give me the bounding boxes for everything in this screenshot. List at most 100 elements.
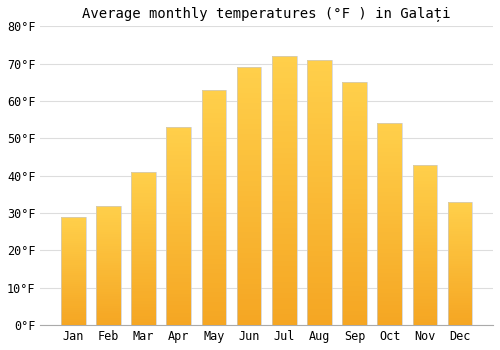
- Bar: [448, 283, 472, 286]
- Bar: [272, 266, 296, 271]
- Bar: [131, 322, 156, 325]
- Bar: [96, 301, 120, 304]
- Bar: [412, 261, 438, 264]
- Bar: [448, 273, 472, 276]
- Bar: [448, 256, 472, 259]
- Bar: [237, 181, 262, 186]
- Bar: [237, 274, 262, 279]
- Bar: [166, 139, 191, 143]
- Bar: [166, 198, 191, 202]
- Bar: [202, 184, 226, 189]
- Bar: [272, 159, 296, 164]
- Bar: [96, 287, 120, 289]
- Bar: [202, 250, 226, 254]
- Bar: [166, 163, 191, 167]
- Bar: [202, 292, 226, 297]
- Bar: [342, 189, 367, 194]
- Bar: [448, 308, 472, 310]
- Bar: [61, 297, 86, 299]
- Bar: [166, 178, 191, 183]
- Bar: [342, 111, 367, 116]
- Bar: [342, 194, 367, 199]
- Bar: [61, 282, 86, 284]
- Bar: [412, 280, 438, 284]
- Bar: [272, 99, 296, 105]
- Bar: [237, 124, 262, 129]
- Bar: [131, 203, 156, 206]
- Bar: [96, 323, 120, 325]
- Bar: [272, 314, 296, 320]
- Bar: [96, 215, 120, 218]
- Bar: [237, 78, 262, 83]
- Bar: [342, 238, 367, 243]
- Bar: [131, 298, 156, 301]
- Bar: [61, 271, 86, 273]
- Bar: [307, 86, 332, 92]
- Bar: [237, 279, 262, 284]
- Bar: [342, 272, 367, 276]
- Bar: [342, 92, 367, 97]
- Bar: [342, 82, 367, 87]
- Bar: [272, 175, 296, 180]
- Bar: [237, 150, 262, 155]
- Bar: [412, 216, 438, 219]
- Bar: [96, 206, 120, 208]
- Bar: [307, 203, 332, 209]
- Bar: [412, 184, 438, 187]
- Bar: [131, 292, 156, 295]
- Bar: [307, 81, 332, 86]
- Bar: [448, 323, 472, 325]
- Bar: [202, 226, 226, 231]
- Bar: [96, 227, 120, 230]
- Bar: [166, 210, 191, 214]
- Bar: [202, 297, 226, 302]
- Bar: [61, 321, 86, 323]
- Bar: [61, 295, 86, 297]
- Bar: [237, 217, 262, 222]
- Bar: [342, 281, 367, 286]
- Bar: [272, 83, 296, 89]
- Bar: [272, 261, 296, 266]
- Bar: [412, 258, 438, 261]
- Bar: [237, 248, 262, 253]
- Bar: [131, 279, 156, 282]
- Bar: [342, 199, 367, 204]
- Bar: [448, 298, 472, 301]
- Bar: [448, 239, 472, 241]
- Bar: [202, 321, 226, 325]
- Bar: [166, 294, 191, 298]
- Bar: [237, 263, 262, 268]
- Bar: [237, 253, 262, 258]
- Bar: [412, 271, 438, 274]
- Bar: [202, 311, 226, 316]
- Bar: [166, 274, 191, 278]
- Bar: [166, 309, 191, 313]
- Bar: [131, 199, 156, 203]
- Bar: [272, 282, 296, 288]
- Bar: [307, 230, 332, 235]
- Bar: [96, 234, 120, 237]
- Bar: [202, 90, 226, 94]
- Bar: [131, 224, 156, 227]
- Bar: [237, 206, 262, 212]
- Bar: [448, 268, 472, 271]
- Bar: [378, 124, 402, 127]
- Bar: [96, 258, 120, 261]
- Bar: [202, 179, 226, 184]
- Bar: [342, 306, 367, 310]
- Bar: [61, 256, 86, 258]
- Bar: [342, 165, 367, 170]
- Bar: [307, 251, 332, 256]
- Bar: [61, 284, 86, 286]
- Bar: [272, 185, 296, 191]
- Bar: [307, 177, 332, 182]
- Bar: [61, 217, 86, 325]
- Bar: [272, 56, 296, 62]
- Bar: [378, 257, 402, 261]
- Bar: [272, 298, 296, 304]
- Bar: [96, 241, 120, 244]
- Bar: [378, 224, 402, 228]
- Bar: [412, 177, 438, 181]
- Bar: [237, 72, 262, 78]
- Bar: [378, 176, 402, 180]
